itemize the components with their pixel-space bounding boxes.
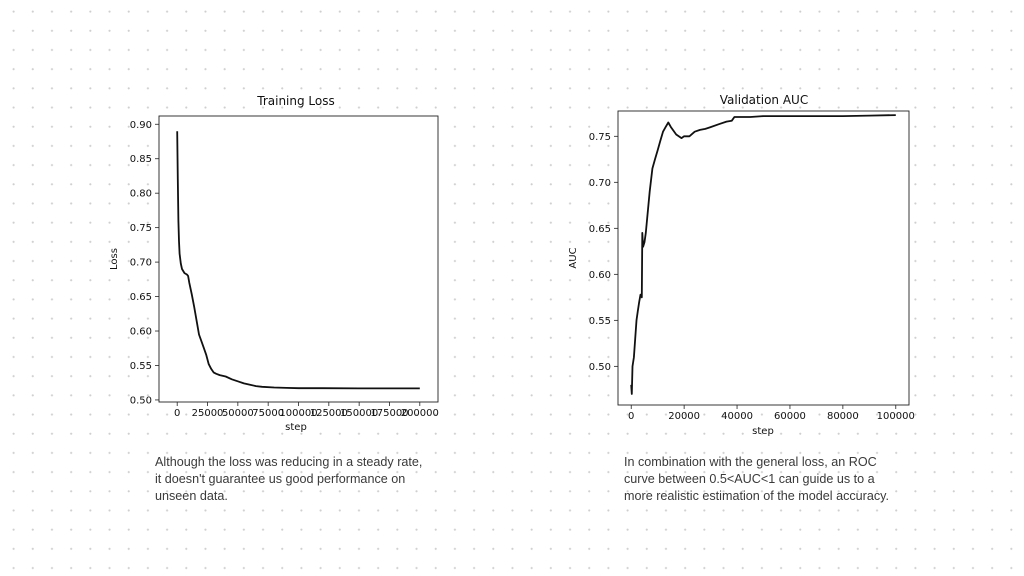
plot-frame [617, 110, 910, 406]
y-tick-label: 0.80 [130, 189, 152, 200]
y-tick-label: 0.85 [130, 154, 152, 165]
x-tick-label: 0 [628, 411, 634, 422]
y-tick-label: 0.50 [130, 395, 152, 406]
y-tick-label: 0.70 [130, 258, 152, 269]
chart-title: Training Loss [256, 94, 334, 108]
y-tick-label: 0.55 [130, 361, 152, 372]
y-tick-label: 0.55 [589, 316, 611, 327]
caption-line: more realistic estimation of the model a… [624, 489, 890, 503]
x-tick-label: 80000 [827, 411, 859, 422]
x-tick-label: 200000 [401, 408, 439, 419]
y-axis-label: AUC [568, 247, 579, 268]
caption-line: it doesn't guarantee us good performance… [155, 472, 406, 486]
x-tick-label: 60000 [774, 411, 806, 422]
chart-title: Validation AUC [720, 93, 808, 107]
y-tick-label: 0.70 [589, 178, 611, 189]
x-tick-label: 0 [174, 408, 180, 419]
caption-line: curve between 0.5<AUC<1 can guide us to … [624, 472, 875, 486]
y-tick-label: 0.90 [130, 120, 152, 131]
y-tick-label: 0.75 [589, 132, 611, 143]
x-tick-label: 100000 [279, 408, 317, 419]
caption-line: unseen data. [155, 489, 228, 503]
y-tick-label: 0.65 [130, 292, 152, 303]
y-tick-label: 0.60 [589, 270, 611, 281]
caption-line: Although the loss was reducing in a stea… [155, 455, 423, 469]
x-tick-label: 150000 [340, 408, 378, 419]
series-line [630, 114, 896, 395]
x-tick-label: 125000 [310, 408, 348, 419]
y-tick-label: 0.50 [589, 362, 611, 373]
y-tick-label: 0.65 [589, 224, 611, 235]
x-axis-label: step [285, 422, 307, 433]
x-tick-label: 50000 [222, 408, 254, 419]
right-caption: In combination with the general loss, an… [624, 454, 944, 505]
y-axis-label: Loss [109, 248, 120, 270]
x-tick-label: 100000 [877, 411, 915, 422]
x-tick-label: 175000 [370, 408, 408, 419]
x-tick-label: 40000 [721, 411, 753, 422]
series-line [176, 131, 420, 390]
y-tick-label: 0.60 [130, 327, 152, 338]
x-tick-label: 75000 [252, 408, 284, 419]
caption-line: In combination with the general loss, an… [624, 455, 877, 469]
x-tick-label: 25000 [192, 408, 224, 419]
x-tick-label: 20000 [668, 411, 700, 422]
left-caption: Although the loss was reducing in a stea… [155, 454, 465, 505]
y-tick-label: 0.75 [130, 223, 152, 234]
x-axis-label: step [752, 426, 774, 437]
